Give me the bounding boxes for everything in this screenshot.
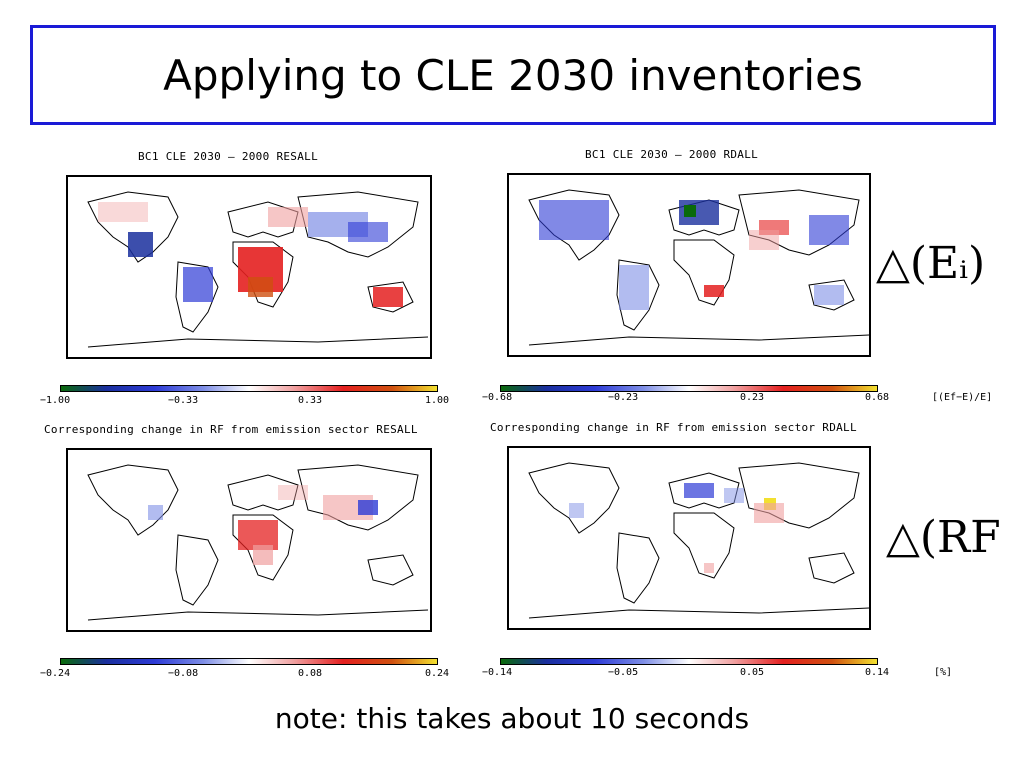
panel-2-tick: 0.68 — [865, 392, 890, 403]
panel-3-tick: −0.24 — [40, 668, 71, 679]
world-map-resall-forcing — [87, 464, 429, 621]
panel-2-unit: [(Ef−E)/E] — [932, 392, 993, 403]
equation-emission-change: △(Eᵢ) — [876, 238, 986, 289]
panel-2-tick: 0.23 — [740, 392, 765, 403]
panel-4-map — [507, 446, 871, 630]
panel-3-colorbar — [60, 658, 438, 665]
panel-4-tick: 0.05 — [740, 667, 765, 678]
panel-3-map — [66, 448, 432, 632]
footer-note: note: this takes about 10 seconds — [274, 702, 750, 735]
panel-1-tick: 0.33 — [298, 395, 323, 406]
panel-2-tick: −0.68 — [482, 392, 513, 403]
panel-4-unit: [%] — [934, 667, 953, 678]
panel-2-title: BC1 CLE 2030 – 2000 RDALL — [585, 148, 759, 161]
world-map-rdall-emissions — [528, 189, 869, 346]
panel-4-tick: −0.05 — [608, 667, 639, 678]
equation-forcing-change: △(RF — [886, 512, 1001, 563]
panel-1-tick: −0.33 — [168, 395, 199, 406]
panel-4-title: Corresponding change in RF from emission… — [490, 421, 857, 434]
panel-4-tick: −0.14 — [482, 667, 513, 678]
panel-3-tick: 0.08 — [298, 668, 323, 679]
panel-2-tick: −0.23 — [608, 392, 639, 403]
panel-3-tick: −0.08 — [168, 668, 199, 679]
panel-3-tick: 0.24 — [425, 668, 450, 679]
slide-title: Applying to CLE 2030 inventories — [163, 50, 863, 100]
world-map-rdall-forcing — [528, 462, 869, 619]
panel-1-map — [66, 175, 432, 359]
panel-1-tick: −1.00 — [40, 395, 71, 406]
panel-2-map — [507, 173, 871, 357]
panel-1-title: BC1 CLE 2030 – 2000 RESALL — [138, 150, 318, 163]
panel-4-tick: 0.14 — [865, 667, 890, 678]
slide-title-box: Applying to CLE 2030 inventories — [30, 25, 996, 125]
panel-3-title: Corresponding change in RF from emission… — [44, 423, 418, 436]
panel-1-colorbar — [60, 385, 438, 392]
world-map-resall-emissions — [87, 191, 429, 348]
panel-1-tick: 1.00 — [425, 395, 450, 406]
panel-2-colorbar — [500, 385, 878, 392]
panel-4-colorbar — [500, 658, 878, 665]
